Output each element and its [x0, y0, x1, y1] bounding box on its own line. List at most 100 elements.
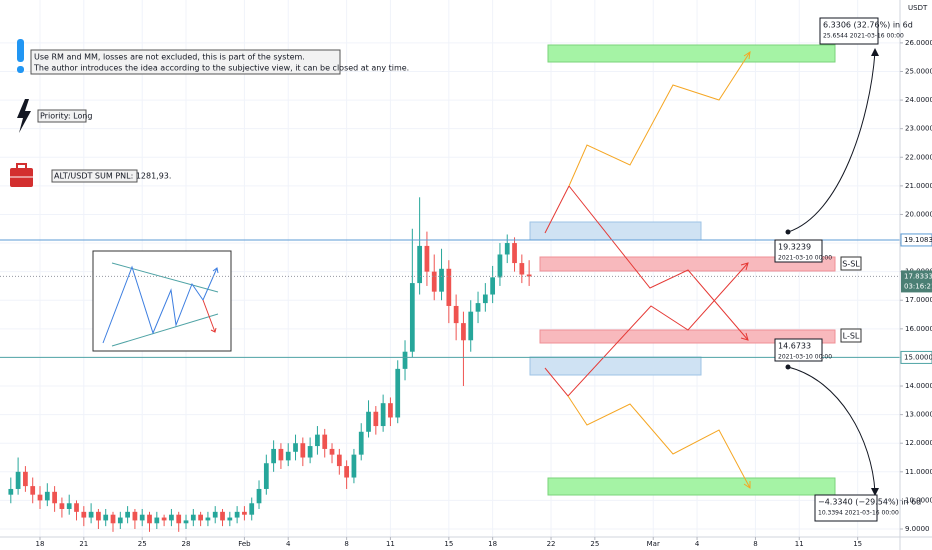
candle-body	[139, 514, 145, 521]
x-tick-label: Mar	[647, 540, 660, 548]
note-box	[30, 49, 341, 75]
y-tick-label: 21.0000	[905, 182, 932, 190]
candle-body	[117, 517, 123, 524]
drawings: Use RM and MM, losses are not excluded, …	[10, 39, 879, 496]
path-red	[544, 185, 570, 234]
x-tick-label: 28	[182, 540, 191, 548]
quote-label: USDT	[908, 4, 928, 12]
candle-body	[366, 411, 371, 432]
callout-box	[814, 494, 878, 522]
level-label: 19.1083	[904, 236, 932, 244]
x-tick-label: 18	[488, 540, 497, 548]
candle-body	[103, 514, 109, 521]
level-label: 15.0000	[904, 353, 932, 361]
candle-body	[446, 268, 452, 306]
zone-label-box	[840, 256, 862, 271]
candle-body	[23, 471, 28, 487]
anchor-dot	[785, 229, 791, 235]
candle-body	[212, 511, 218, 518]
y-tick-label: 23.0000	[905, 125, 932, 133]
last-price-box	[901, 270, 932, 293]
note-text: Use RM and MM, losses are not excluded, …	[34, 53, 305, 62]
candle-body	[234, 511, 240, 518]
candle-body	[512, 243, 517, 264]
x-tick-label: 25	[138, 540, 147, 548]
candle-body	[329, 448, 335, 455]
y-tick-label: 10.0000	[905, 496, 932, 504]
candle-body	[242, 511, 247, 515]
callout-text: 2021-03-10 00:00	[778, 255, 832, 262]
callout-box	[774, 239, 823, 263]
y-tick-label: 14.0000	[905, 382, 932, 390]
x-tick-label: 11	[386, 540, 395, 548]
candle-body	[439, 268, 444, 292]
candle-body	[66, 503, 72, 509]
candle-body	[417, 245, 423, 284]
x-tick-label: 25	[590, 540, 599, 548]
y-tick-label: 16.0000	[905, 325, 932, 333]
arrow-head	[212, 267, 219, 274]
candle-body	[293, 443, 298, 452]
countdown: 03:16:21	[904, 282, 932, 290]
callout-text: 10.3394 2021-03-16 00:00	[818, 510, 899, 517]
candle-body	[344, 466, 349, 478]
candle-body	[169, 514, 174, 521]
x-tick-label: 11	[795, 540, 804, 548]
y-tick-label: 13.0000	[905, 411, 932, 419]
entry-zone	[529, 356, 702, 376]
candle-body	[37, 494, 43, 501]
curved-arrow	[787, 366, 876, 493]
candle-body	[256, 488, 262, 504]
arrow-head	[743, 481, 751, 489]
candle-body	[453, 305, 459, 324]
curved-arrow	[787, 51, 876, 233]
x-tick-label: 15	[853, 540, 862, 548]
candle-body	[96, 511, 101, 521]
pattern-box	[92, 250, 232, 352]
candle-body	[475, 303, 481, 312]
candle-body	[380, 403, 386, 427]
candle-body	[74, 503, 79, 512]
candle-body	[88, 511, 94, 518]
candle-body	[300, 443, 306, 458]
stop-zone	[539, 256, 836, 272]
y-tick-label: 24.0000	[905, 96, 932, 104]
exclamation-icon	[17, 39, 24, 62]
y-tick-label: 12.0000	[905, 439, 932, 447]
exclamation-icon	[17, 66, 24, 73]
candle-body	[468, 311, 474, 341]
callout-text: 6.3306 (32.76%) in 6d	[823, 21, 913, 30]
candle-body	[388, 403, 393, 418]
pattern-line	[111, 313, 219, 347]
arrow-head	[871, 488, 879, 496]
note-box	[37, 109, 87, 123]
candle-body	[315, 434, 320, 447]
candle-body	[482, 294, 488, 304]
arrow-head	[740, 332, 749, 341]
y-tick-label: 9.0000	[905, 525, 930, 533]
zone-label-box	[840, 328, 862, 343]
candle-body	[263, 463, 269, 489]
zone-label: L-SL	[843, 332, 860, 341]
candle-body	[176, 514, 182, 524]
callout-box	[774, 338, 823, 362]
x-tick-label: 8	[753, 540, 757, 548]
path-orange	[568, 51, 751, 187]
callouts: 6.3306 (32.76%) in 6d 25.6544 2021-03-16 …	[774, 17, 921, 522]
candle-body	[461, 323, 466, 341]
candle-body	[409, 283, 415, 352]
arrow-head	[210, 327, 217, 333]
y-tick-label: 22.0000	[905, 153, 932, 161]
candle-body	[44, 491, 50, 501]
candle-body	[190, 514, 196, 521]
candle-body	[424, 245, 430, 272]
callout-text: 2021-03-10 00:00	[778, 354, 832, 361]
candle-body	[519, 263, 525, 275]
y-tick-label: 17.0000	[905, 296, 932, 304]
note-text: ALT/USDT SUM PNL: 1281,93.	[54, 172, 171, 181]
candle-body	[147, 514, 152, 524]
x-tick-label: 18	[36, 540, 45, 548]
x-tick-label: 21	[79, 540, 88, 548]
target-zone	[547, 477, 836, 496]
